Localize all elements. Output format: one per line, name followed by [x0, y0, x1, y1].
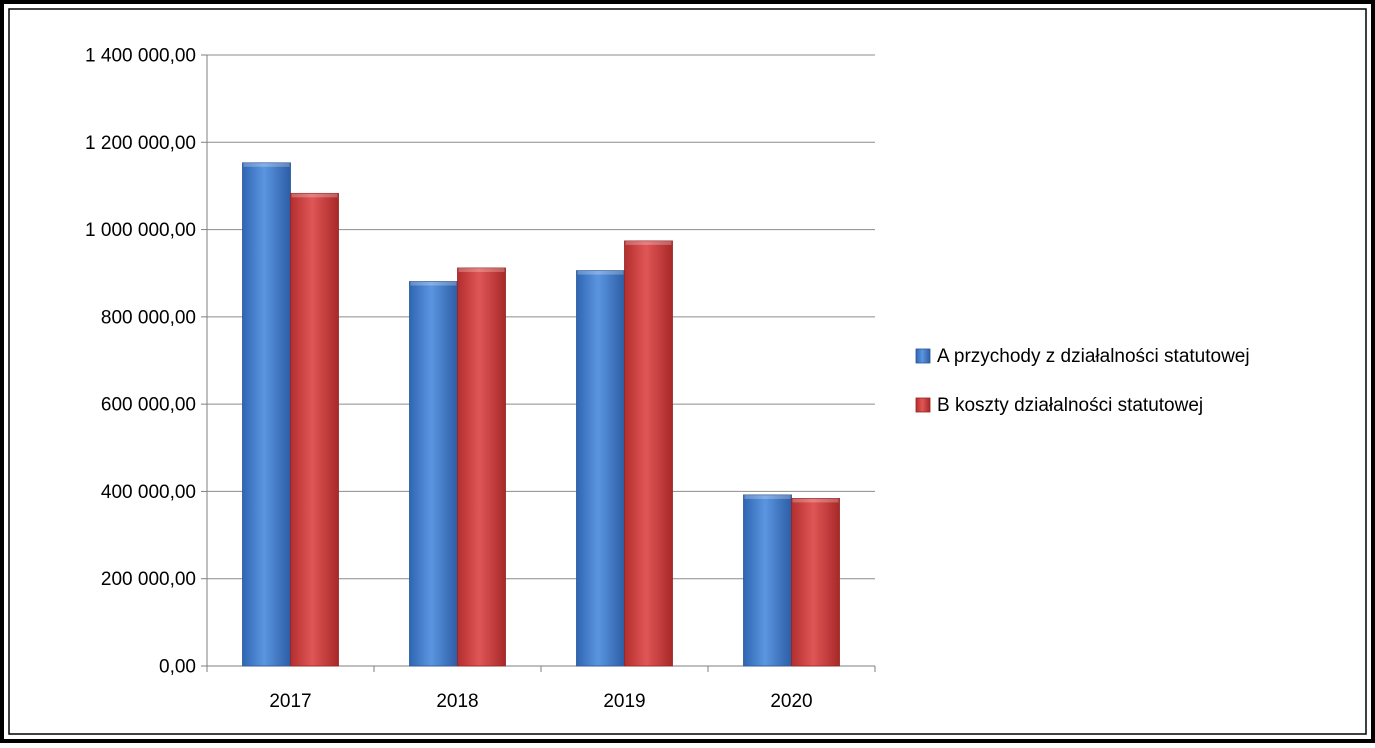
bar-revenue-2018: [409, 281, 458, 667]
y-tick-label: 1 200 000,00: [85, 133, 196, 154]
y-tick-label: 1 400 000,00: [85, 46, 196, 67]
bar-cap-highlight: [577, 270, 624, 275]
inner-border: [8, 8, 1367, 735]
y-tick-label: 400 000,00: [101, 482, 196, 503]
bar-cap-highlight: [291, 193, 338, 198]
bar-costs-2019: [624, 240, 673, 667]
y-tick-labels: 0,00 200 000,00 400 000,00 600 000,00 800 00…: [85, 46, 196, 678]
y-tick-label: 1 000 000,00: [85, 220, 196, 241]
legend: A przychody z działalności statutowej B …: [915, 346, 1250, 416]
legend-swatch-revenue: [915, 348, 931, 364]
bar-cap-highlight: [744, 494, 791, 499]
bar-cap-highlight: [625, 240, 672, 245]
bar-revenue-2019: [576, 270, 625, 667]
x-tick-labels: 2017 2018 2019 2020: [269, 691, 812, 712]
x-tick-label: 2020: [770, 691, 812, 712]
y-tick-label: 600 000,00: [101, 395, 196, 416]
y-tick-label: 200 000,00: [101, 569, 196, 590]
legend-label-costs: B koszty działalności statutowej: [937, 395, 1203, 416]
bar-cap-highlight: [410, 281, 457, 286]
bars: [242, 162, 840, 667]
x-tick-label: 2018: [436, 691, 478, 712]
legend-label-revenue: A przychody z działalności statutowej: [937, 346, 1250, 367]
x-tick-label: 2019: [603, 691, 645, 712]
bar-costs-2020: [791, 498, 840, 667]
y-tick-label: 0,00: [159, 657, 196, 678]
bar-cap-highlight: [243, 162, 290, 167]
bar-revenue-2020: [743, 494, 792, 667]
bar-costs-2018: [457, 267, 506, 667]
y-tick-label: 800 000,00: [101, 307, 196, 328]
bar-costs-2017: [290, 192, 339, 667]
bar-revenue-2017: [242, 162, 291, 667]
bar-cap-highlight: [792, 498, 839, 503]
bar-cap-highlight: [458, 267, 505, 272]
x-tick-label: 2017: [269, 691, 311, 712]
legend-swatch-costs: [915, 397, 931, 413]
